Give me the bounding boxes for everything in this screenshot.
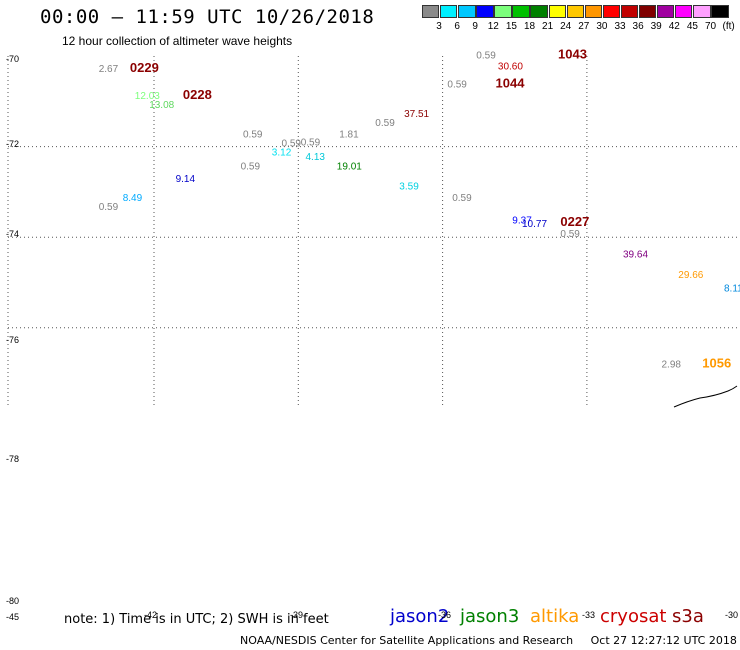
- wave-height-label: 0.59: [282, 139, 302, 150]
- orbit-time-label: 1043: [558, 46, 587, 61]
- satellite-legend-s3a: s3a: [672, 606, 704, 627]
- orbit-time-label: 0228: [183, 87, 212, 102]
- orbit-time-label: 0227: [560, 214, 589, 229]
- color-legend-bar: [422, 5, 729, 18]
- legend-label: 42: [668, 21, 680, 32]
- legend-swatch: [675, 5, 693, 18]
- legend-swatch: [548, 5, 566, 18]
- legend-label: 36: [632, 21, 644, 32]
- lat-label: -72: [6, 139, 19, 149]
- lat-labels: -70 -72 -74 -76 -78 -80 -45: [6, 54, 19, 622]
- satellite-legend-altika: altika: [530, 606, 580, 627]
- orbit-time-label: 1044: [496, 76, 526, 91]
- wave-height-label: 30.60: [498, 62, 523, 73]
- legend-label: 6: [454, 21, 460, 32]
- legend-swatch: [602, 5, 621, 18]
- wave-height-label: 3.59: [399, 182, 419, 193]
- legend-swatch: [638, 5, 657, 18]
- lat-label: -78: [6, 454, 19, 464]
- coastline-segment: [673, 385, 738, 408]
- legend-swatch: [494, 5, 512, 18]
- map-title: 00:00 – 11:59 UTC 10/26/2018: [40, 6, 375, 28]
- legend-swatch: [458, 5, 476, 18]
- legend-label: 30: [596, 21, 608, 32]
- footer-credit: NOAA/NESDIS Center for Satellite Applica…: [240, 634, 574, 647]
- legend-label: 15: [505, 21, 517, 32]
- lat-label: -76: [6, 335, 19, 345]
- legend-label: 18: [523, 21, 536, 32]
- satellite-legend-jason3: jason3: [460, 606, 520, 627]
- footer: NOAA/NESDIS Center for Satellite Applica…: [240, 634, 737, 647]
- wave-height-label: 8.11: [724, 284, 740, 295]
- wave-height-label: 0.59: [452, 193, 472, 204]
- legend-swatch: [440, 5, 458, 18]
- wave-height-label: 4.13: [306, 152, 326, 163]
- wave-height-label: 12.03: [135, 91, 160, 102]
- legend-label: 24: [560, 21, 572, 32]
- legend-label: 33: [614, 21, 626, 32]
- map-subtitle: 12 hour collection of altimeter wave hei…: [62, 34, 293, 48]
- legend-label: 70: [704, 21, 717, 32]
- lat-label: -45: [6, 612, 19, 622]
- graticule: [7, 56, 740, 407]
- note-text: note: 1) Time is in UTC; 2) SWH is in fe…: [64, 612, 329, 627]
- wave-height-label: 9.37: [512, 216, 532, 227]
- legend-label: 27: [578, 21, 590, 32]
- wave-height-label: 37.51: [404, 109, 429, 120]
- wave-height-label: 29.66: [678, 270, 703, 281]
- legend-label: 21: [542, 21, 554, 32]
- satellite-legend-cryosat: cryosat: [600, 606, 667, 627]
- legend-label: 3: [436, 21, 442, 32]
- legend-swatch: [657, 5, 675, 18]
- legend-label: 12: [487, 21, 499, 32]
- lat-label: -74: [6, 229, 19, 239]
- legend-swatch: [566, 5, 585, 18]
- legend-label: (ft): [722, 21, 735, 32]
- legend-swatch: [530, 5, 548, 18]
- wave-height-label: 39.64: [623, 250, 648, 261]
- legend-swatch: [584, 5, 603, 18]
- wave-height-label: 2.67: [99, 64, 119, 75]
- orbit-time-label: 0229: [130, 60, 159, 75]
- wave-height-label: 0.59: [375, 118, 395, 129]
- footer-timestamp: Oct 27 12:27:12 UTC 2018: [590, 634, 737, 647]
- wave-height-label: 2.98: [662, 360, 682, 371]
- lat-label: -70: [6, 54, 19, 64]
- wave-height-label: 19.01: [337, 161, 362, 172]
- legend-label: 39: [650, 21, 662, 32]
- legend-label: 9: [472, 21, 478, 32]
- coastline: [673, 385, 738, 408]
- wave-height-label: 8.49: [123, 193, 143, 204]
- legend-swatch: [422, 5, 440, 18]
- wave-height-label: 0.59: [560, 229, 580, 240]
- wave-height-label: 13.08: [149, 100, 174, 111]
- wave-height-label: 0.59: [241, 161, 261, 172]
- legend-label: 45: [686, 21, 698, 32]
- wave-height-label: 0.59: [301, 138, 321, 149]
- wave-height-label: 0.59: [476, 50, 496, 61]
- orbit-time-label: 1056: [702, 356, 731, 371]
- wave-height-label: 0.59: [243, 130, 263, 141]
- wave-height-label: 3.12: [272, 148, 292, 159]
- legend-swatch: [693, 5, 711, 18]
- legend-swatch: [512, 5, 530, 18]
- wave-height-label: 9.14: [176, 174, 196, 185]
- satellite-legend-jason2: jason2: [390, 606, 450, 627]
- legend-swatch: [476, 5, 494, 18]
- legend-swatch: [620, 5, 639, 18]
- wave-height-label: 0.59: [99, 202, 119, 213]
- legend-swatch: [711, 5, 729, 18]
- wave-height-label: 10.77: [522, 219, 547, 230]
- color-legend-labels: 3 6 9 12 15 18 21 24 27 30 33 36 39 42 45 70 (ft): [422, 21, 740, 33]
- lat-label: -80: [6, 596, 19, 606]
- wave-height-label: 1.81: [339, 130, 359, 141]
- wave-height-label: 0.59: [447, 80, 467, 91]
